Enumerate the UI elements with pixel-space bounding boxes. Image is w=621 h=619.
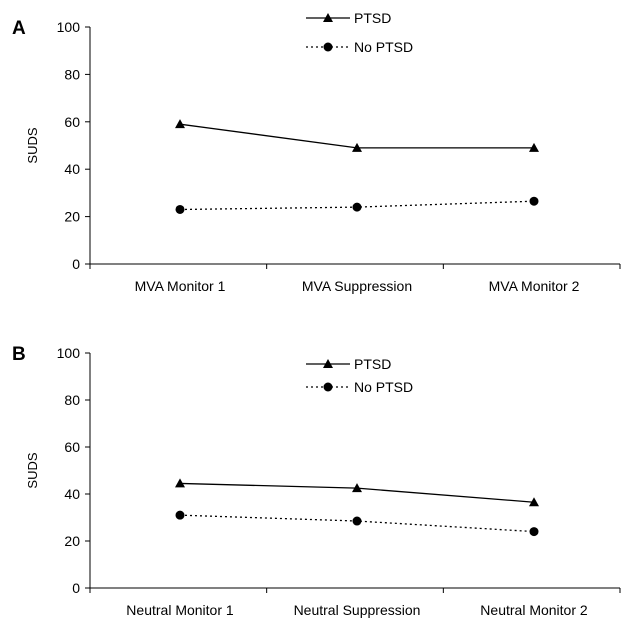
- panel-label: B: [12, 344, 26, 365]
- legend-marker-no-ptsd: [323, 382, 333, 392]
- x-tick-label: Neutral Monitor 1: [126, 602, 234, 618]
- legend-label-no-ptsd: No PTSD: [354, 39, 413, 55]
- data-point-ptsd: [175, 119, 185, 129]
- panel-b: B 0 20 40 60 80 100 Neutral Monitor 1 Neutral Su…: [12, 344, 621, 618]
- legend-marker-ptsd: [323, 13, 333, 22]
- y-tick-label: 20: [64, 533, 80, 549]
- series-line-no-ptsd: [179, 514, 535, 533]
- y-tick-label: 60: [64, 439, 80, 455]
- y-tick-label: 20: [64, 209, 80, 225]
- x-tick-label: Neutral Suppression: [294, 602, 421, 618]
- data-point-ptsd: [529, 142, 539, 152]
- data-point-ptsd: [352, 142, 362, 152]
- y-tick-label: 100: [57, 345, 81, 361]
- data-point-no-ptsd: [175, 510, 185, 520]
- data-point-no-ptsd: [175, 204, 185, 214]
- y-tick-label: 40: [64, 486, 80, 502]
- panel-a: A 0 20 40 60 80 100 MVA Monitor 1 MVA Suppressio…: [12, 10, 621, 294]
- x-tick-label: MVA Monitor 1: [135, 278, 226, 294]
- y-axis-label: SUDS: [25, 127, 40, 163]
- y-tick-label: 80: [64, 392, 80, 408]
- panel-label: A: [12, 18, 26, 39]
- data-point-no-ptsd: [529, 196, 539, 206]
- y-tick-label: 100: [57, 19, 81, 35]
- y-tick-label: 0: [72, 256, 80, 272]
- x-tick-label: Neutral Monitor 2: [480, 602, 588, 618]
- legend-marker-no-ptsd: [323, 42, 333, 52]
- y-tick-label: 40: [64, 161, 80, 177]
- y-axis-label: SUDS: [25, 452, 40, 488]
- data-point-ptsd: [175, 478, 185, 488]
- data-point-no-ptsd: [352, 202, 362, 212]
- legend-label-no-ptsd: No PTSD: [354, 379, 413, 395]
- x-tick-label: MVA Monitor 2: [489, 278, 580, 294]
- legend-label-ptsd: PTSD: [354, 10, 391, 26]
- y-tick-label: 60: [64, 114, 80, 130]
- y-tick-label: 80: [64, 66, 80, 82]
- series-line-no-ptsd: [179, 200, 535, 211]
- data-point-no-ptsd: [529, 527, 539, 537]
- legend-label-ptsd: PTSD: [354, 356, 391, 372]
- y-tick-label: 0: [72, 580, 80, 596]
- legend-marker-ptsd: [323, 359, 333, 368]
- data-point-ptsd: [529, 497, 539, 507]
- x-tick-label: MVA Suppression: [302, 278, 412, 294]
- data-point-no-ptsd: [352, 516, 362, 526]
- data-point-ptsd: [352, 483, 362, 493]
